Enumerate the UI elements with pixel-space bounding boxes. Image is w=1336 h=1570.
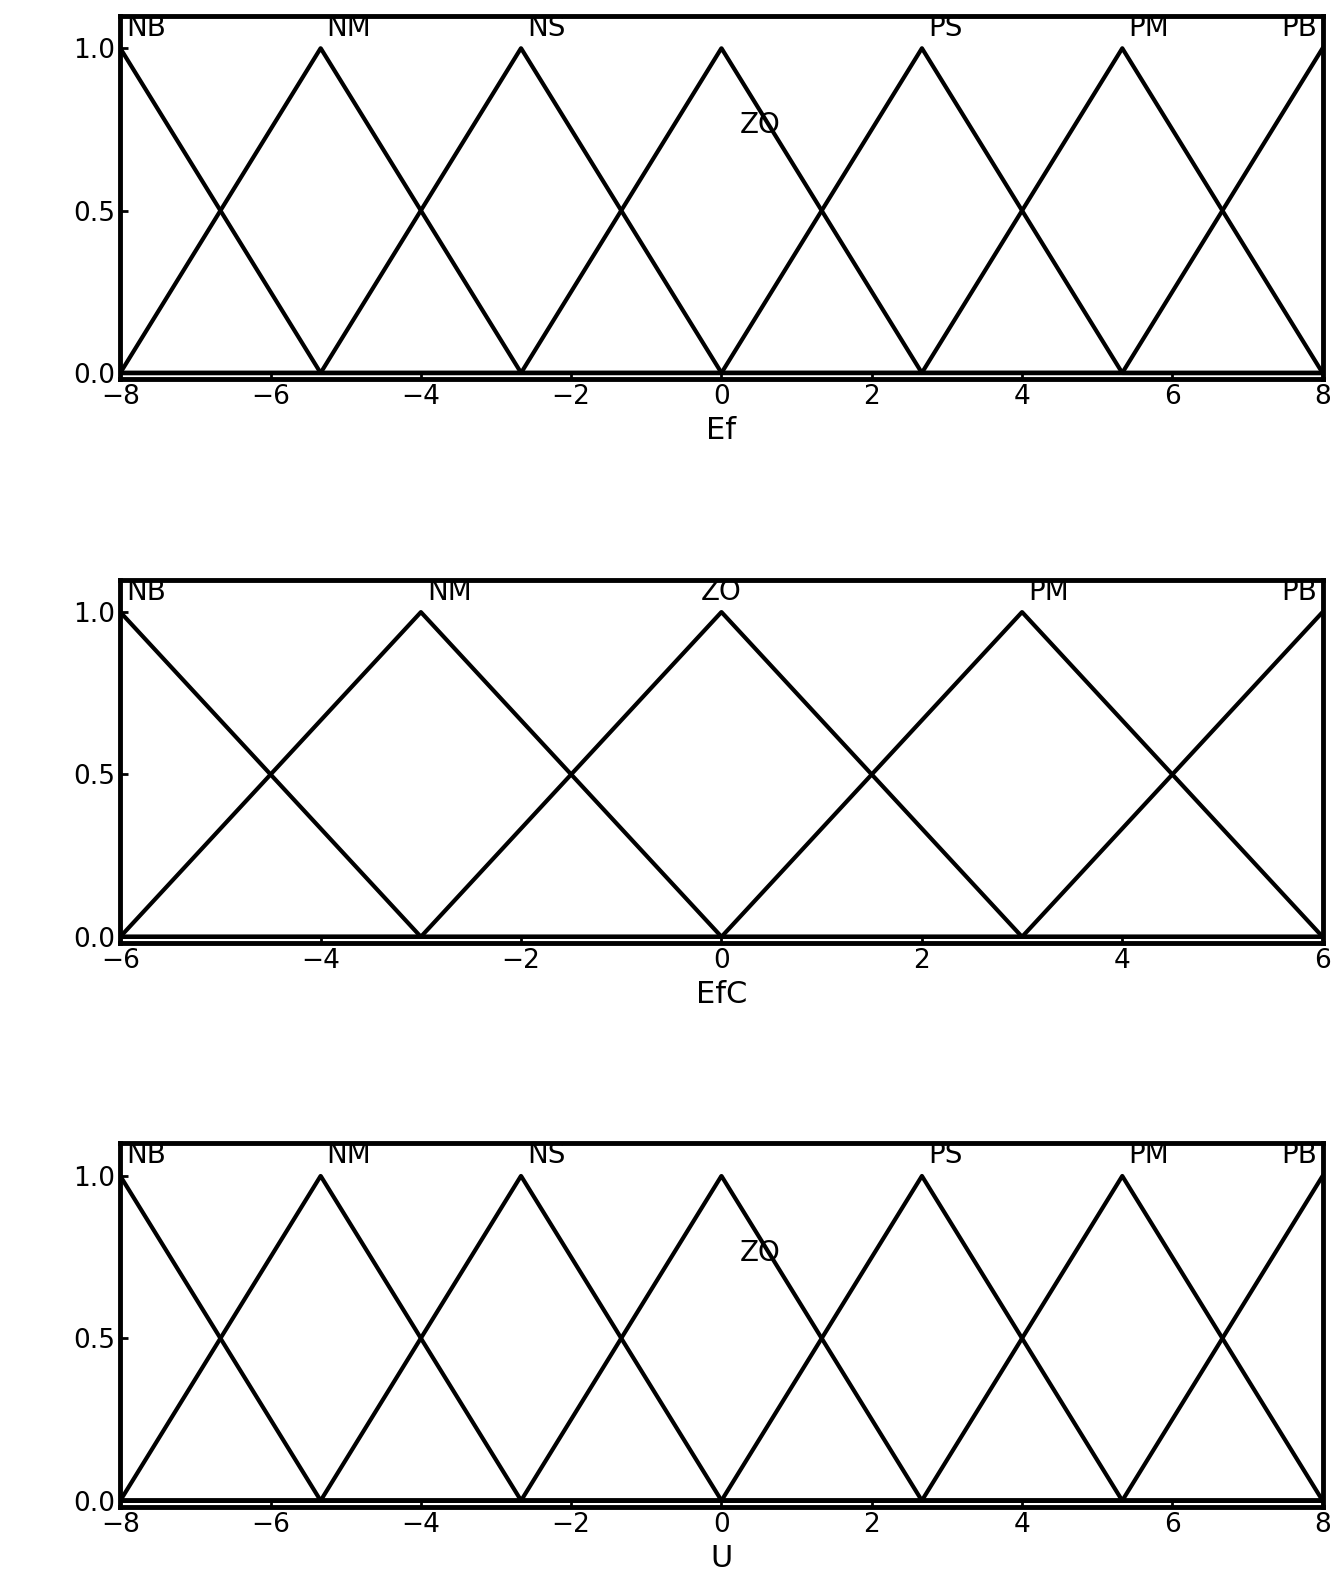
Text: NM: NM — [327, 14, 371, 42]
Text: NS: NS — [526, 14, 565, 42]
Text: PM: PM — [1128, 14, 1169, 42]
Text: NB: NB — [127, 14, 166, 42]
Text: NM: NM — [327, 1141, 371, 1170]
Text: NS: NS — [526, 1141, 565, 1170]
Text: PS: PS — [929, 1141, 962, 1170]
Text: PM: PM — [1029, 578, 1069, 606]
Text: PB: PB — [1281, 1141, 1317, 1170]
Text: ZO: ZO — [701, 578, 741, 606]
X-axis label: EfC: EfC — [696, 980, 747, 1010]
Text: ZO: ZO — [740, 1239, 780, 1267]
Text: PM: PM — [1128, 1141, 1169, 1170]
Text: PB: PB — [1281, 578, 1317, 606]
Text: ZO: ZO — [740, 111, 780, 140]
Text: NB: NB — [126, 578, 166, 606]
Text: PB: PB — [1281, 14, 1317, 42]
Text: NB: NB — [127, 1141, 166, 1170]
X-axis label: Ef: Ef — [707, 416, 736, 444]
X-axis label: U: U — [711, 1543, 732, 1570]
Text: NM: NM — [428, 578, 472, 606]
Text: PS: PS — [929, 14, 962, 42]
